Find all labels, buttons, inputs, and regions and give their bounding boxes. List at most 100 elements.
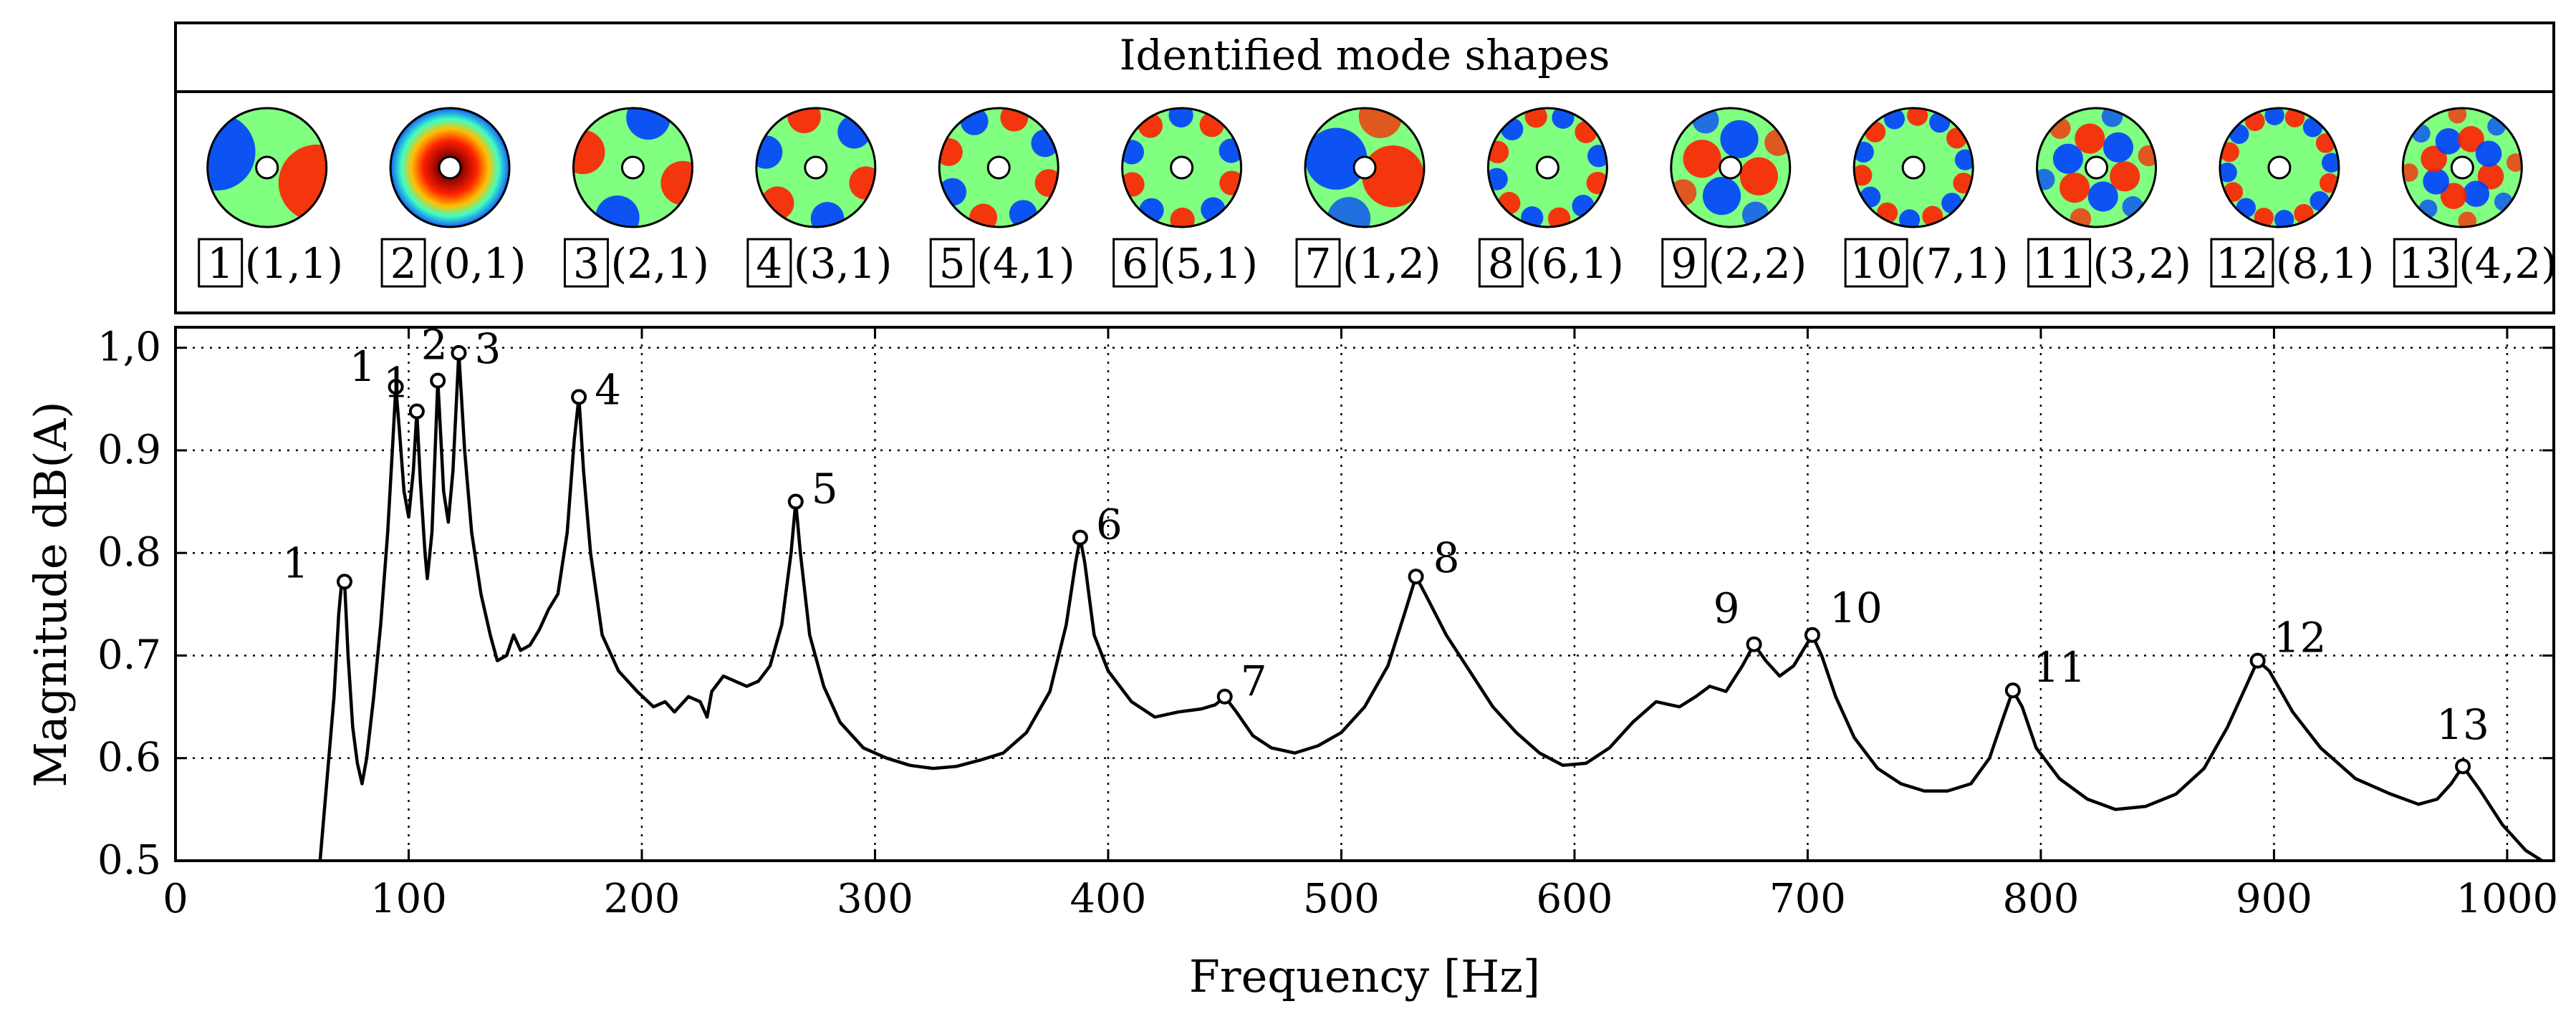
mode-label: (4,2): [2459, 239, 2557, 288]
mode-number: 7: [1305, 239, 1332, 288]
mode-disc-hole: [1901, 155, 1926, 180]
peak-marker: [1408, 569, 1424, 585]
x-tick-label: 100: [370, 876, 447, 922]
mode-shape-6: 6 (5,1): [1112, 107, 1258, 288]
peak-marker: [2455, 758, 2471, 775]
mode-shape-7: 7 (1,2): [1295, 107, 1441, 288]
mode-lobe: [2274, 210, 2294, 227]
y-tick-label: 0.6: [97, 735, 161, 781]
mode-lobe: [1362, 145, 1424, 208]
peak-label: 12: [2274, 614, 2327, 662]
mode-number: 13: [2398, 239, 2451, 288]
mode-lobe: [1683, 140, 1721, 178]
mode-lobe: [626, 108, 671, 140]
y-tick-label: 0.9: [97, 427, 161, 473]
mode-disc-hole: [2450, 155, 2474, 180]
magnitude-curve: [318, 351, 2543, 862]
x-tick-label: 200: [604, 876, 681, 922]
panel-title: Identified mode shapes: [1120, 31, 1610, 79]
mode-lobe-outer: [1327, 197, 1371, 227]
mode-number-box: [746, 238, 792, 288]
mode-disc-hole: [1352, 155, 1377, 180]
mode-label: (4,1): [976, 239, 1075, 288]
mode-shape-12: 12 (8,1): [2210, 107, 2374, 288]
mode-disc-outline: [755, 107, 877, 228]
mode-number-box: [929, 238, 975, 288]
peak-marker: [430, 372, 446, 389]
mode-lobe: [960, 108, 989, 135]
peak-marker: [1072, 529, 1088, 546]
mode-shape-4: 4 (3,1): [746, 107, 893, 288]
mode-shape-10: 10 (7,1): [1844, 107, 2009, 288]
peak-marker: [388, 379, 404, 395]
mode-lobe: [2435, 127, 2462, 155]
mode-disc-hole: [986, 155, 1011, 180]
mode-label: (7,1): [1910, 239, 2009, 288]
mode-number: 1: [207, 239, 234, 288]
mode-lobe: [1168, 108, 1193, 128]
grid: [176, 327, 2554, 861]
mode-number: 2: [390, 239, 417, 288]
y-tick-label: 0.8: [97, 529, 161, 576]
mode-lobe: [2321, 153, 2339, 173]
mode-lobe: [849, 166, 875, 200]
mode-label: (2,1): [610, 239, 709, 288]
peak-marker: [1216, 688, 1233, 705]
mode-number: 11: [2033, 239, 2086, 288]
mode-disc-outline: [206, 107, 328, 228]
mode-lobe: [2310, 190, 2330, 211]
mode-lobe: [2302, 117, 2323, 137]
mode-lobe: [1702, 177, 1741, 216]
peak-label: 13: [2436, 700, 2489, 749]
mode-disc-outline: [2401, 107, 2523, 228]
mode-lobe: [278, 144, 327, 222]
mode-shape-11: 11 (3,2): [2027, 107, 2191, 288]
mode-lobe: [2110, 161, 2140, 192]
peak-label: 9: [1714, 584, 1740, 633]
mode-disc-outline: [572, 107, 693, 228]
mode-lobe: [1572, 194, 1595, 218]
mode-lobe: [1941, 193, 1963, 214]
mode-lobe: [1009, 200, 1037, 227]
axis-ticks: 0 100 200 300 400 500 600 700 800 900 1000 0.5 0.6 0.…: [97, 324, 2558, 922]
mode-lobe: [1899, 209, 1921, 227]
mode-lobe: [1739, 157, 1779, 195]
peak-marker: [571, 389, 587, 405]
peak-marker: [451, 344, 467, 361]
y-tick-label: 0.7: [97, 632, 161, 678]
peak-marker: [2004, 682, 2021, 699]
mode-disc-outline: [1486, 107, 1608, 228]
mode-number-box: [1478, 238, 1524, 288]
mode-lobe: [939, 178, 967, 206]
peak-label: 4: [595, 365, 621, 414]
mode-lobe: [1031, 129, 1059, 158]
mode-shapes-row: 1 (1,1) 2 (0,1) 3 (2,1) 4 (3,1) 5 (4,1) 6 (5,1) 7 (1,…: [198, 107, 2557, 288]
mode-disc-outline: [938, 107, 1059, 228]
mode-disc-hole: [804, 155, 828, 180]
mode-lobe: [2219, 163, 2237, 183]
mode-disc-outline: [1852, 107, 1974, 228]
peak-label: 11: [2033, 643, 2086, 692]
mode-lobe: [1865, 121, 1886, 142]
mode-label: (3,1): [794, 239, 893, 288]
mode-lobe: [1720, 120, 1759, 158]
mode-number: 6: [1122, 239, 1148, 288]
mode-shape-8: 8 (6,1): [1478, 107, 1624, 288]
mode-lobe: [787, 108, 821, 133]
mode-number: 9: [1671, 239, 1697, 288]
mode-number-box: [563, 238, 609, 288]
mode-label: (1,2): [1342, 239, 1441, 288]
peak-label: 5: [812, 465, 838, 513]
mode-disc-hole: [438, 155, 462, 180]
peak-label: 1: [383, 358, 410, 407]
mode-lobe: [2264, 108, 2284, 125]
mode-disc-hole: [255, 155, 279, 180]
mode-disc-hole: [620, 155, 645, 180]
mode-shape-13: 13 (4,2): [2393, 107, 2557, 288]
mode-number-box: [2393, 238, 2457, 288]
x-tick-label: 500: [1303, 876, 1380, 922]
peak-marker: [1804, 627, 1820, 643]
